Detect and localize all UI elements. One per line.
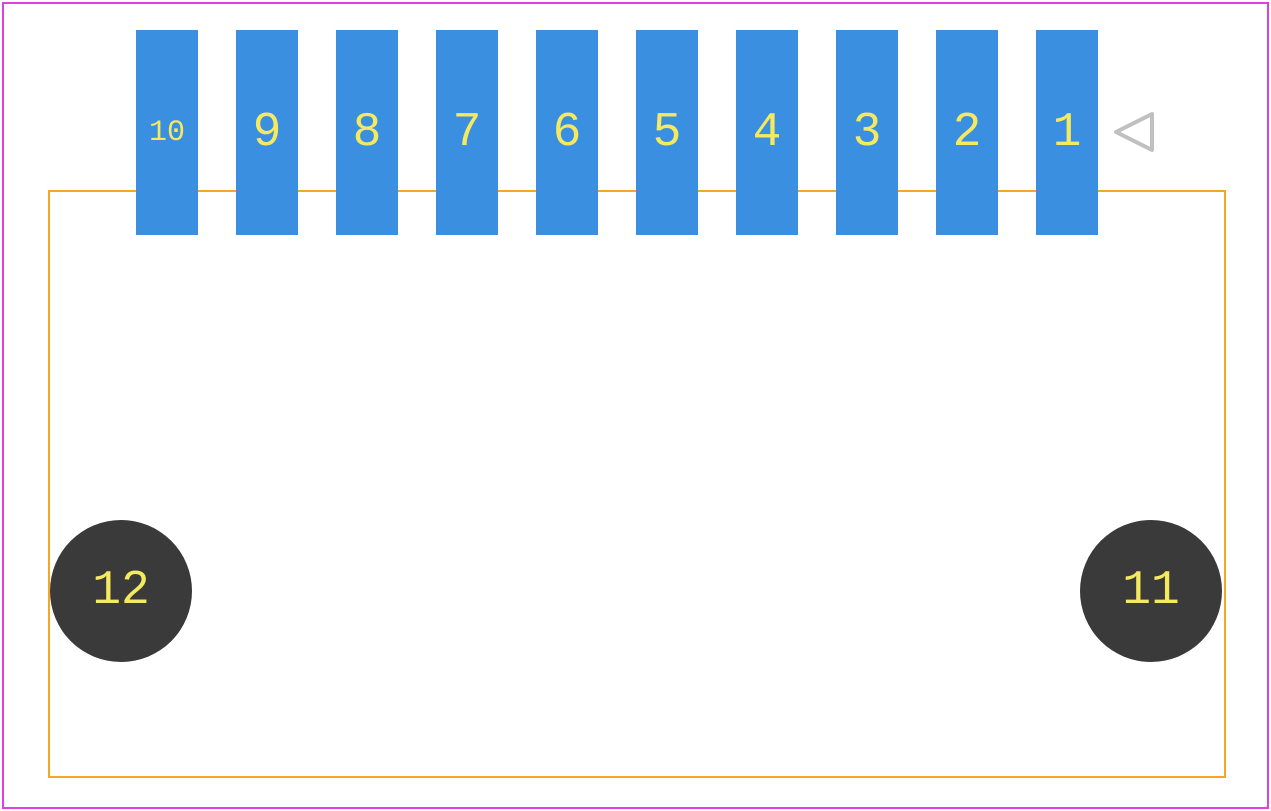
pad-6: 6 xyxy=(536,30,598,235)
hole-12-label: 12 xyxy=(92,564,150,618)
pad-3: 3 xyxy=(836,30,898,235)
pad-4: 4 xyxy=(736,30,798,235)
pad-10-label: 10 xyxy=(149,116,185,150)
pad-1-label: 1 xyxy=(1053,106,1082,160)
pad-8: 8 xyxy=(336,30,398,235)
pad-7: 7 xyxy=(436,30,498,235)
component-outline xyxy=(48,190,1226,778)
pad-6-label: 6 xyxy=(553,106,582,160)
pin1-marker-icon xyxy=(1112,110,1156,154)
pad-4-label: 4 xyxy=(753,106,782,160)
pad-7-label: 7 xyxy=(453,106,482,160)
pad-9-label: 9 xyxy=(253,106,282,160)
hole-11: 11 xyxy=(1080,520,1222,662)
pad-5: 5 xyxy=(636,30,698,235)
hole-12: 12 xyxy=(50,520,192,662)
pad-2-label: 2 xyxy=(953,106,982,160)
pad-8-label: 8 xyxy=(353,106,382,160)
pad-2: 2 xyxy=(936,30,998,235)
hole-11-label: 11 xyxy=(1122,564,1180,618)
pad-5-label: 5 xyxy=(653,106,682,160)
pad-3-label: 3 xyxy=(853,106,882,160)
pad-10: 10 xyxy=(136,30,198,235)
pad-9: 9 xyxy=(236,30,298,235)
pad-1: 1 xyxy=(1036,30,1098,235)
